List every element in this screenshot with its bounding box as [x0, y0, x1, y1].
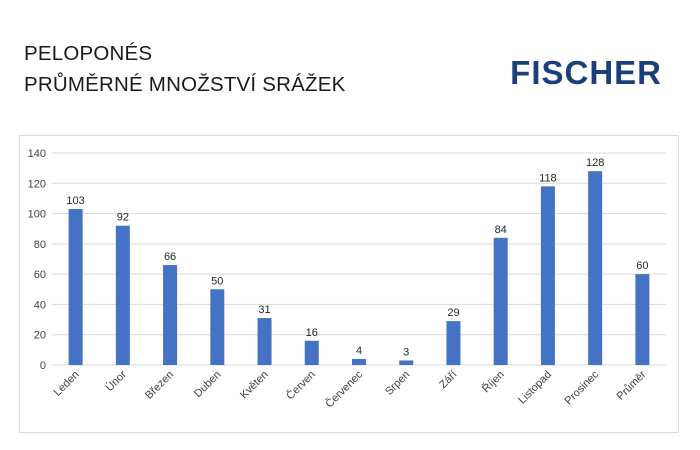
y-tick-label: 80: [34, 239, 46, 251]
data-label: 16: [306, 327, 318, 339]
x-tick-label: Červen: [284, 368, 318, 402]
x-tick-label: Říjen: [479, 368, 506, 395]
data-label: 66: [164, 251, 176, 263]
x-tick-label: Průměr: [615, 368, 649, 402]
x-tick-label: Únor: [103, 368, 129, 394]
y-tick-label: 100: [28, 209, 46, 221]
chart-title: PELOPONÉS PRŮMĚRNÉ MNOŽSTVÍ SRÁŽEK: [24, 38, 345, 100]
y-tick-label: 20: [34, 330, 46, 342]
bar: [68, 209, 83, 365]
y-tick-label: 40: [34, 299, 46, 311]
bar: [493, 237, 508, 365]
bar: [210, 289, 225, 365]
data-label: 4: [356, 345, 362, 357]
bar: [115, 225, 130, 365]
title-region: PELOPONÉS: [24, 42, 153, 65]
data-label: 103: [66, 195, 84, 207]
data-label: 84: [495, 224, 507, 236]
x-tick-label: Leden: [52, 369, 82, 399]
bar: [540, 186, 555, 365]
data-label: 3: [403, 346, 409, 358]
x-tick-label: Listopad: [516, 369, 554, 407]
data-label: 29: [447, 307, 459, 319]
x-tick-label: Červenec: [323, 368, 366, 411]
x-tick-label: Březen: [143, 369, 176, 402]
x-tick-label: Srpen: [383, 369, 412, 398]
data-label: 128: [586, 157, 604, 169]
x-tick-label: Duben: [192, 369, 223, 400]
bar-chart: 0 20 40 60 80 100 120 140 103 Leden 92 Únor 66 Březen…: [28, 148, 666, 411]
data-label: 31: [258, 304, 270, 316]
bar: [588, 171, 603, 365]
y-tick-label: 120: [28, 178, 46, 190]
y-tick-label: 140: [28, 148, 46, 160]
bar: [446, 321, 461, 365]
y-tick-label: 60: [34, 269, 46, 281]
data-label: 92: [117, 212, 129, 224]
data-label: 118: [539, 172, 557, 184]
bar: [163, 265, 178, 365]
brand-logo: FISCHER: [510, 54, 662, 91]
bar: [257, 318, 272, 365]
bar: [352, 358, 366, 365]
bar: [635, 274, 650, 365]
x-tick-label: Prosinec: [563, 368, 602, 407]
x-tick-label: Květen: [238, 369, 271, 402]
data-label: 60: [636, 260, 648, 272]
bar: [304, 340, 319, 365]
y-tick-label: 0: [40, 360, 46, 372]
bar: [399, 360, 414, 365]
data-label: 50: [211, 275, 223, 287]
x-tick-label: Září: [437, 369, 459, 391]
title-subject: PRŮMĚRNÉ MNOŽSTVÍ SRÁŽEK: [24, 73, 346, 96]
